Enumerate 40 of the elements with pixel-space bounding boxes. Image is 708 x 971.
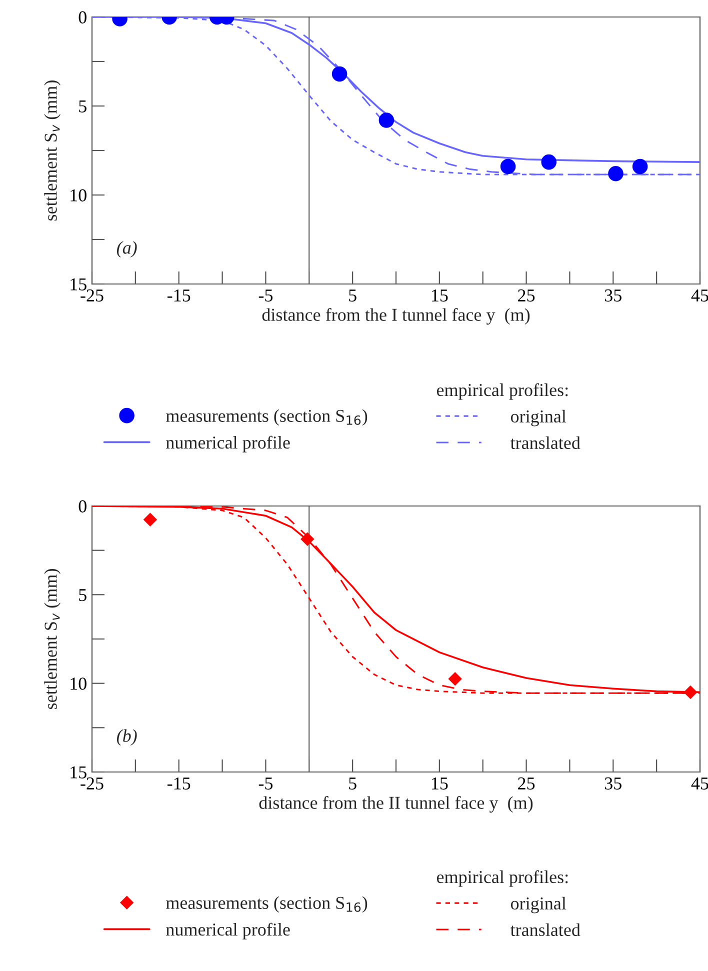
x-tick-label: -5 [258,778,273,790]
x-tick-label: 15 [432,777,448,790]
legend-label: original [510,410,566,426]
x-tick-label: -5 [258,290,273,302]
x-tick-label: 5 [349,778,356,790]
x-axis-title: distance from the II tunnel face y (m) [259,796,533,813]
y-tick-label: 0 [78,500,86,512]
x-tick-label: 5 [349,290,356,302]
legend-label: translated [510,436,580,450]
y-tick-label: 10 [70,678,86,690]
x-axis-title: distance from the I tunnel face y (m) [262,308,530,325]
legend-label: original [510,896,566,914]
y-axis-title: settlement S$_{v}$ (mm) [44,80,61,221]
annotation: (a) [116,241,137,258]
y-tick-label: 5 [79,100,86,112]
legend-label: numerical profile [166,922,290,940]
x-tick-label: 45 [691,778,708,790]
x-tick-label: -15 [167,289,190,302]
x-tick-label: -25 [80,289,104,302]
legend-label: translated [510,923,580,936]
legend-label: numerical profile [166,436,290,452]
y-tick-label: 15 [70,278,86,290]
x-tick-label: 25 [518,289,535,302]
y-tick-label: 0 [78,11,86,24]
legend-label: measurements (section S$_{16}$) [166,896,368,913]
x-tick-label: 15 [432,289,448,302]
annotation: (b) [116,729,137,746]
x-tick-label: 45 [691,290,708,302]
y-tick-label: 10 [70,189,86,202]
x-tick-label: 25 [518,777,535,790]
legend-label: measurements (section S$_{16}$) [166,409,368,426]
x-tick-label: 35 [604,777,622,790]
x-tick-label: -25 [80,777,104,790]
legend-title: empirical profiles: [436,383,568,400]
x-tick-label: 35 [604,289,622,302]
legend-title: empirical profiles: [436,870,568,887]
x-tick-label: -15 [167,777,190,790]
y-axis-title: settlement S$_{v}$ (mm) [44,569,61,710]
y-tick-label: 5 [79,589,86,602]
y-tick-label: 15 [70,766,86,778]
